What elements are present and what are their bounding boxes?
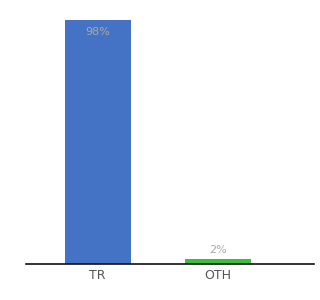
- Text: 98%: 98%: [85, 27, 110, 38]
- Text: 2%: 2%: [209, 245, 227, 255]
- Bar: [185, 259, 251, 264]
- Bar: [65, 20, 131, 264]
